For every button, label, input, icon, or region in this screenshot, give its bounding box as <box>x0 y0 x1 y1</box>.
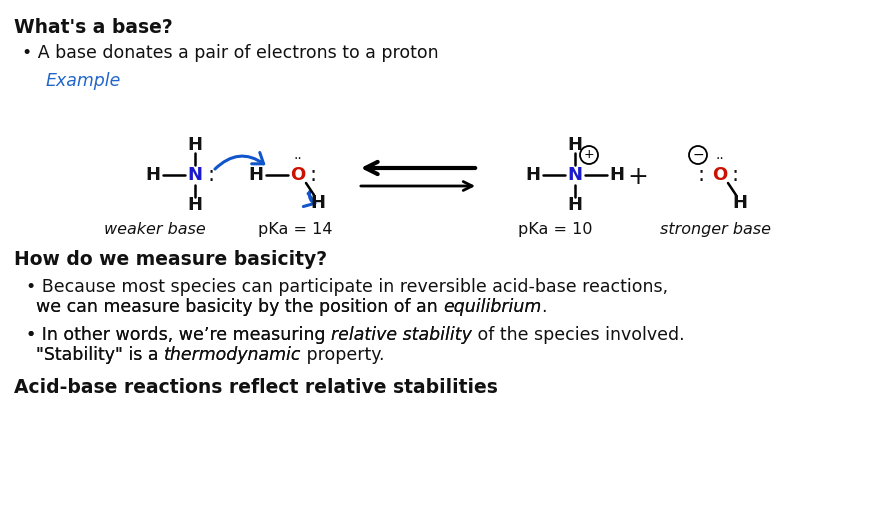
Text: H: H <box>525 166 540 184</box>
Text: • A base donates a pair of electrons to a proton: • A base donates a pair of electrons to … <box>22 44 439 62</box>
Text: N: N <box>188 166 203 184</box>
Text: H: H <box>310 194 325 212</box>
Text: ··: ·· <box>294 152 302 166</box>
Text: H: H <box>248 166 263 184</box>
Text: +: + <box>628 165 649 189</box>
Text: • Because most species can participate in reversible acid-base reactions,: • Because most species can participate i… <box>26 278 668 296</box>
Text: .: . <box>542 298 547 316</box>
Text: :: : <box>697 165 704 185</box>
Text: "Stability" is a: "Stability" is a <box>36 346 164 364</box>
Text: H: H <box>732 194 747 212</box>
Text: ··: ·· <box>716 152 725 166</box>
Text: :: : <box>207 165 214 185</box>
Text: How do we measure basicity?: How do we measure basicity? <box>14 250 327 269</box>
Text: thermodynamic: thermodynamic <box>164 346 302 364</box>
Text: equilibrium: equilibrium <box>443 298 542 316</box>
Text: equilibrium: equilibrium <box>443 298 542 316</box>
Text: thermodynamic: thermodynamic <box>164 346 302 364</box>
Text: O: O <box>290 166 306 184</box>
Text: H: H <box>145 166 161 184</box>
Text: +: + <box>584 148 594 162</box>
Text: H: H <box>567 136 582 154</box>
Text: N: N <box>567 166 582 184</box>
Text: H: H <box>567 196 582 214</box>
Text: Acid-base reactions reflect relative stabilities: Acid-base reactions reflect relative sta… <box>14 378 498 397</box>
Text: O: O <box>712 166 728 184</box>
Text: pKa = 14: pKa = 14 <box>258 222 332 237</box>
FancyArrowPatch shape <box>303 192 315 207</box>
Text: H: H <box>188 136 203 154</box>
Text: pKa = 10: pKa = 10 <box>517 222 593 237</box>
Text: stronger base: stronger base <box>660 222 771 237</box>
Text: relative stability: relative stability <box>331 326 472 344</box>
Text: What's a base?: What's a base? <box>14 18 173 37</box>
Text: "Stability" is a: "Stability" is a <box>36 346 164 364</box>
Text: H: H <box>188 196 203 214</box>
Text: −: − <box>692 148 704 162</box>
Text: • In other words, we’re measuring: • In other words, we’re measuring <box>26 326 331 344</box>
Text: we can measure basicity by the position of an: we can measure basicity by the position … <box>36 298 443 316</box>
Text: of the species involved.: of the species involved. <box>472 326 684 344</box>
Text: weaker base: weaker base <box>104 222 206 237</box>
Text: we can measure basicity by the position of an: we can measure basicity by the position … <box>36 298 443 316</box>
Text: relative stability: relative stability <box>331 326 472 344</box>
Text: H: H <box>609 166 625 184</box>
Text: • In other words, we’re measuring: • In other words, we’re measuring <box>26 326 331 344</box>
Text: :: : <box>310 165 317 185</box>
Text: property.: property. <box>302 346 385 364</box>
Text: :: : <box>732 165 739 185</box>
Text: Example: Example <box>46 72 121 90</box>
FancyArrowPatch shape <box>215 152 264 169</box>
